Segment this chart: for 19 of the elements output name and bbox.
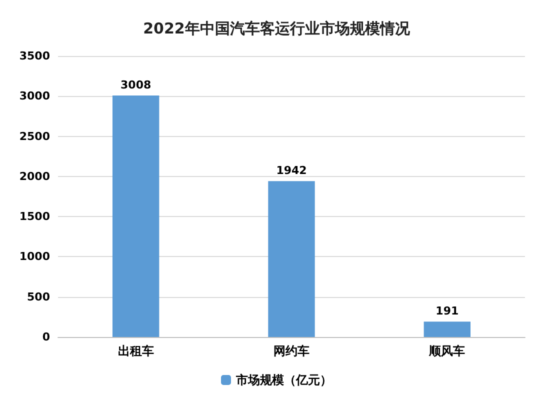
x-tick-label: 顺风车 — [428, 344, 466, 358]
x-tick-label: 出租车 — [118, 344, 154, 358]
y-tick-label: 3500 — [19, 50, 50, 62]
data-label: 191 — [436, 304, 459, 318]
bar — [424, 322, 471, 337]
bar — [268, 181, 315, 337]
data-label: 1942 — [276, 164, 307, 178]
y-tick-label: 500 — [27, 290, 50, 304]
y-tick-label: 1000 — [19, 250, 50, 264]
chart-title: 2022年中国汽车客运行业市场规模情况 — [143, 20, 411, 38]
y-tick-label: 2500 — [19, 130, 50, 143]
legend-label: 市场规模（亿元） — [235, 373, 332, 387]
x-tick-label: 网约车 — [274, 344, 310, 358]
data-label: 3008 — [120, 78, 152, 92]
y-tick-label: 3000 — [19, 90, 50, 103]
bar — [112, 96, 160, 337]
y-tick-label: 1500 — [19, 210, 50, 224]
y-tick-label: 0 — [42, 330, 50, 344]
y-tick-label: 2000 — [19, 170, 50, 183]
